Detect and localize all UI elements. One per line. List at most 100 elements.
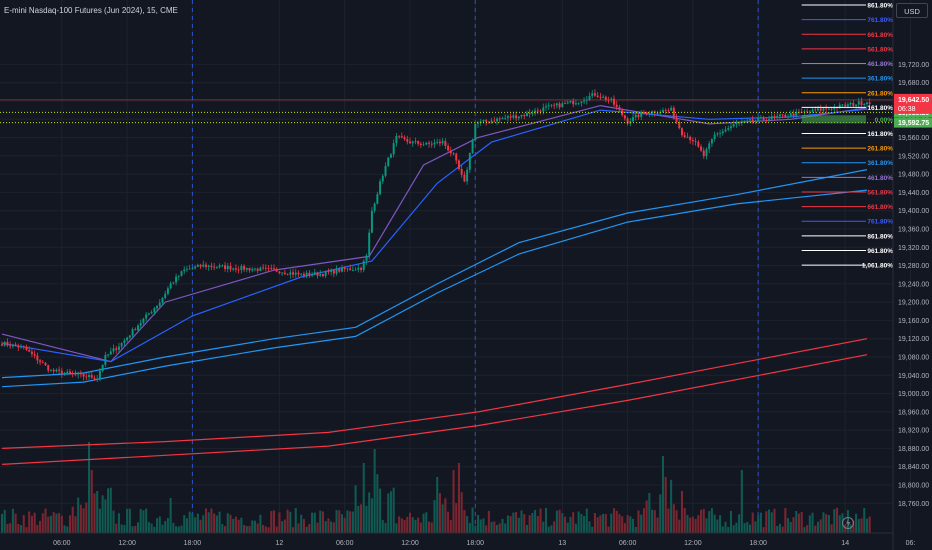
volume-bar xyxy=(194,517,197,533)
candle-body xyxy=(3,341,6,346)
volume-bar xyxy=(566,522,569,533)
candle-body xyxy=(319,273,322,276)
volume-bar xyxy=(294,507,297,533)
volume-bar xyxy=(199,519,202,533)
candle-body xyxy=(482,120,485,122)
volume-bar xyxy=(863,508,866,533)
candle-body xyxy=(675,117,678,122)
candle-body xyxy=(784,114,787,117)
volume-bar xyxy=(702,508,705,533)
volume-bar xyxy=(770,512,773,533)
volume-bar xyxy=(292,527,295,533)
volume-bar xyxy=(85,502,88,533)
volume-bar xyxy=(319,510,322,533)
volume-bar xyxy=(795,511,798,533)
volume-bar xyxy=(569,516,572,533)
candle-body xyxy=(409,141,411,144)
candle-body xyxy=(729,126,732,129)
candle-body xyxy=(430,143,433,145)
volume-bar xyxy=(689,517,692,533)
fib-label: 361.80% xyxy=(867,76,893,83)
candle-body xyxy=(349,268,352,271)
candle-body xyxy=(52,369,55,372)
candle-body xyxy=(591,93,594,96)
candle-body xyxy=(158,302,161,306)
volume-bar xyxy=(224,526,227,533)
y-tick-label: 18,840.00 xyxy=(898,464,929,471)
candle-body xyxy=(602,96,605,98)
volume-bar xyxy=(466,516,469,533)
candle-body xyxy=(846,104,849,107)
candle-body xyxy=(564,103,567,105)
candle-body xyxy=(504,117,507,119)
volume-bar xyxy=(36,524,39,533)
volume-bar xyxy=(485,525,488,533)
candle-body xyxy=(509,116,512,118)
candle-body xyxy=(243,266,246,270)
candle-body xyxy=(738,122,741,124)
fib-label: 261.80% xyxy=(867,90,893,97)
candle-body xyxy=(147,313,150,315)
volume-bar xyxy=(215,515,218,533)
moving-average-line xyxy=(1,354,868,465)
candle-body xyxy=(17,345,20,348)
candle-body xyxy=(324,271,327,277)
candle-body xyxy=(743,120,746,122)
volume-bar xyxy=(300,514,303,533)
volume-bar xyxy=(98,508,101,533)
candle-body xyxy=(520,114,523,117)
volume-bar xyxy=(778,523,781,533)
volume-bar xyxy=(476,514,480,533)
volume-bar xyxy=(308,524,311,533)
volume-bar xyxy=(865,518,868,533)
volume-bar xyxy=(710,508,713,533)
volume-bar xyxy=(112,510,115,533)
volume-bar xyxy=(376,474,379,533)
candle-body xyxy=(14,344,17,346)
volume-bar xyxy=(678,519,681,533)
volume-bar xyxy=(153,526,156,533)
y-tick-label: 19,120.00 xyxy=(898,336,929,343)
volume-bar xyxy=(433,499,436,533)
candle-body xyxy=(501,118,504,119)
candle-body xyxy=(270,268,273,269)
volume-bar xyxy=(735,522,738,533)
volume-bar xyxy=(610,513,613,533)
volume-bar xyxy=(226,513,229,533)
volume-bar xyxy=(705,518,708,533)
volume-bar xyxy=(104,499,107,533)
volume-bar xyxy=(457,463,460,533)
volume-bar xyxy=(618,514,621,533)
candle-body xyxy=(278,271,281,274)
candle-body xyxy=(827,108,830,110)
candle-body xyxy=(302,273,305,276)
volume-bar xyxy=(156,518,159,533)
volume-bar xyxy=(849,524,852,533)
candle-body xyxy=(724,129,727,132)
volume-bar xyxy=(588,521,591,533)
volume-bar xyxy=(599,515,602,533)
volume-bar xyxy=(82,508,85,533)
volume-bar xyxy=(161,524,164,533)
volume-bar xyxy=(496,525,499,533)
currency-button[interactable]: USD xyxy=(896,3,928,18)
candle-body xyxy=(406,139,409,142)
x-tick-label: 06:00 xyxy=(53,540,71,547)
candle-body xyxy=(311,274,314,276)
candle-body xyxy=(452,153,455,155)
candle-body xyxy=(47,365,50,371)
volume-bar xyxy=(572,512,575,533)
candle-body xyxy=(485,120,488,122)
volume-bar xyxy=(49,515,52,533)
candle-body xyxy=(868,102,871,105)
candle-body xyxy=(417,141,420,144)
volume-bar xyxy=(183,515,186,533)
candle-body xyxy=(811,109,814,112)
volume-bar xyxy=(523,513,526,533)
candle-body xyxy=(863,104,866,106)
candle-body xyxy=(330,270,333,272)
x-tick-label: 18:00 xyxy=(184,540,202,547)
candle-body xyxy=(403,137,406,140)
volume-bar xyxy=(66,526,69,533)
